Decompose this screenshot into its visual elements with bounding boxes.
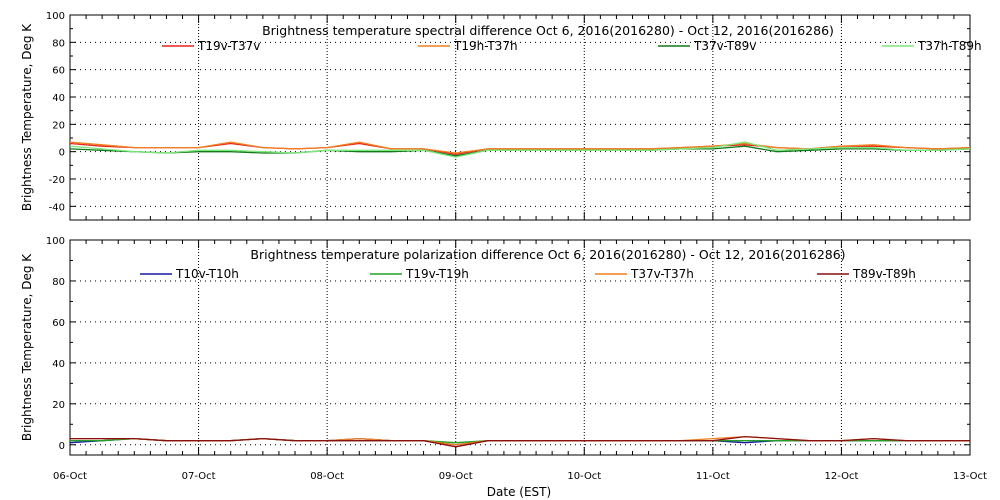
y-axis-label: Brightness Temperature, Deg K [20, 23, 34, 211]
y-tick-label: 100 [46, 11, 65, 22]
legend-label: T10v-T10h [175, 267, 239, 281]
y-tick-label: 80 [52, 38, 65, 49]
x-tick-label: 11-Oct [696, 471, 730, 482]
chart-title: Brightness temperature spectral differen… [262, 23, 834, 38]
x-tick-label: 10-Oct [567, 471, 601, 482]
legend-label: T19v-T37v [197, 39, 260, 53]
legend-label: T37v-T89v [693, 39, 756, 53]
y-tick-label: 20 [52, 400, 65, 411]
legend-label: T19h-T37h [453, 39, 518, 53]
x-tick-label: 12-Oct [824, 471, 858, 482]
x-tick-label: 07-Oct [182, 471, 216, 482]
series-line [69, 141, 971, 158]
y-tick-label: 80 [52, 277, 65, 288]
legend-label: T37v-T37h [630, 267, 694, 281]
legend-label: T19v-T19h [405, 267, 469, 281]
x-axis-label: Date (EST) [487, 485, 551, 499]
series-line [69, 437, 970, 446]
x-tick-label: 13-Oct [953, 471, 987, 482]
y-tick-label: 0 [59, 441, 65, 452]
y-axis-label: Brightness Temperature, Deg K [20, 253, 34, 441]
y-tick-label: 0 [59, 148, 65, 159]
y-tick-label: 100 [46, 236, 65, 247]
x-tick-label: 06-Oct [53, 471, 87, 482]
legend-label: T37h-T89h [917, 39, 982, 53]
y-tick-label: 60 [52, 318, 65, 329]
series-line [70, 435, 970, 448]
legend-label: T89v-T89h [852, 267, 916, 281]
y-tick-label: -40 [49, 202, 65, 213]
x-tick-label: 08-Oct [310, 471, 344, 482]
chart-title: Brightness temperature polarization diff… [250, 247, 845, 262]
y-tick-label: 20 [52, 120, 65, 131]
y-tick-label: 40 [52, 359, 65, 370]
y-tick-label: 40 [52, 93, 65, 104]
y-tick-label: -20 [49, 175, 65, 186]
x-tick-label: 09-Oct [439, 471, 473, 482]
y-tick-label: 60 [52, 66, 65, 77]
